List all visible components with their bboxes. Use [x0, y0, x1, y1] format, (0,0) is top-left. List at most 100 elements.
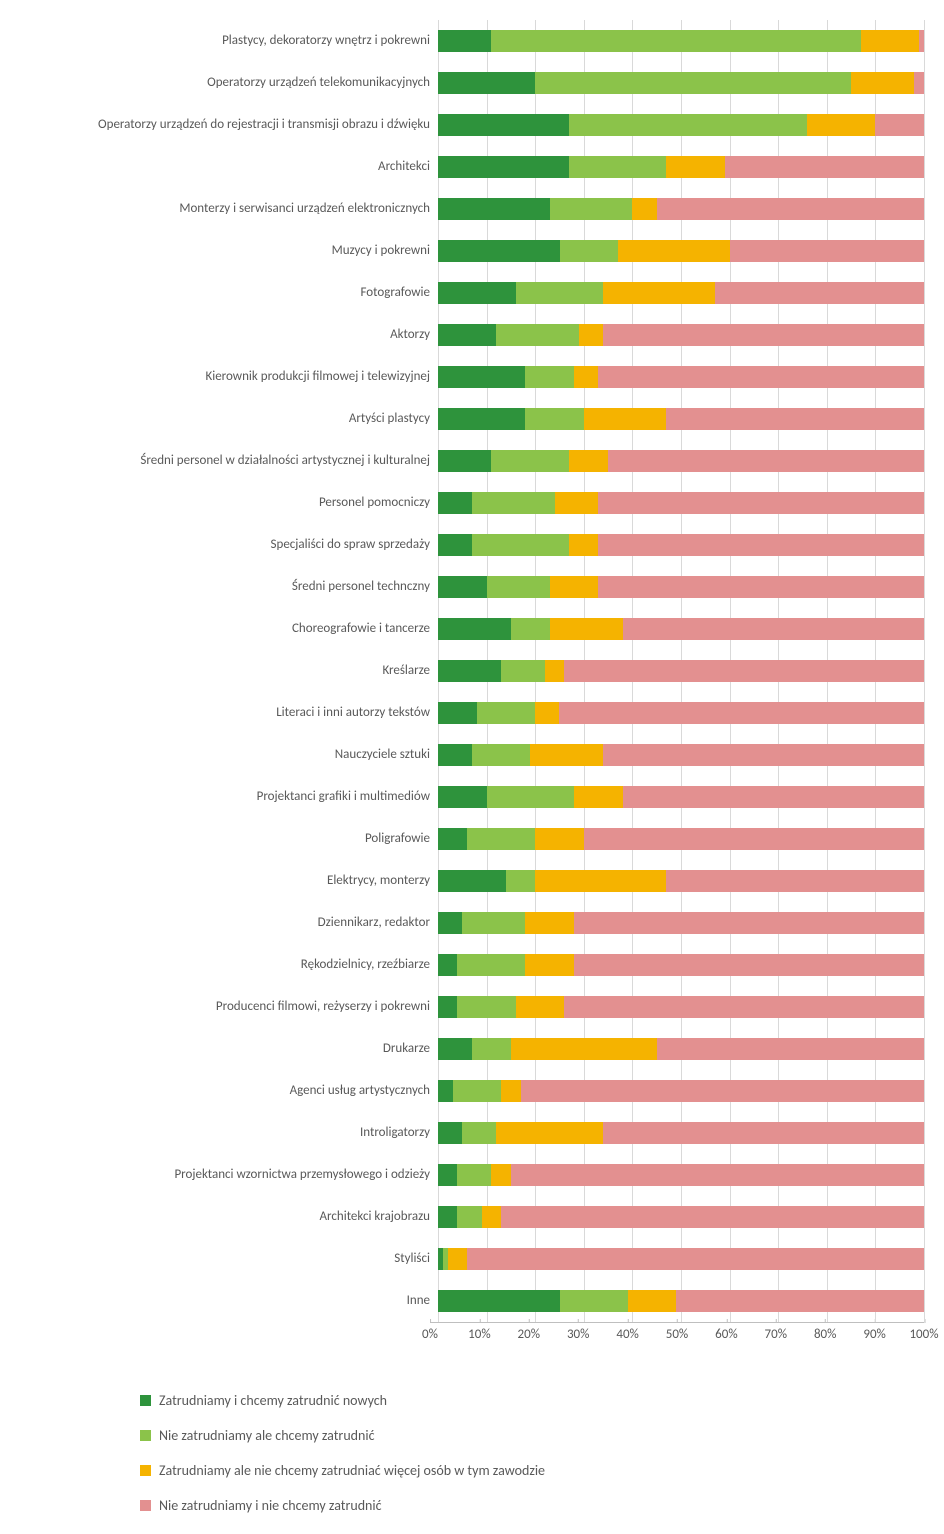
bar-segment-s4 — [521, 1080, 924, 1102]
bar-segment-s2 — [472, 744, 530, 766]
bar-segment-s2 — [560, 1290, 628, 1312]
bar-segment-s3 — [496, 1122, 603, 1144]
bar-segment-s4 — [603, 744, 924, 766]
bar-segment-s3 — [861, 30, 919, 52]
row-label: Fotografowie — [10, 286, 438, 301]
x-tick: 30% — [567, 1323, 589, 1342]
row-label: Styliści — [10, 1252, 438, 1267]
legend-item: Zatrudniamy ale nie chcemy zatrudniać wi… — [140, 1462, 924, 1479]
row-label: Elektrycy, monterzy — [10, 874, 438, 889]
chart-row: Literaci i inni autorzy tekstów — [10, 692, 924, 734]
tick-mark — [479, 1319, 480, 1323]
bar-segment-s3 — [666, 156, 724, 178]
bar-segment-s4 — [574, 912, 924, 934]
bar-wrap — [438, 650, 924, 692]
row-label: Producenci filmowi, reżyserzy i pokrewni — [10, 1000, 438, 1015]
chart-row: Projektanci grafiki i multimediów — [10, 776, 924, 818]
stacked-bar — [438, 1164, 924, 1186]
bar-segment-s2 — [491, 30, 860, 52]
chart-row: Introligatorzy — [10, 1112, 924, 1154]
bar-wrap — [438, 1112, 924, 1154]
bar-segment-s2 — [487, 786, 574, 808]
bar-segment-s1 — [438, 954, 457, 976]
row-label: Specjaliści do spraw sprzedaży — [10, 538, 438, 553]
bar-segment-s4 — [598, 492, 924, 514]
bar-wrap — [438, 902, 924, 944]
bar-segment-s2 — [462, 1122, 496, 1144]
bar-segment-s2 — [457, 954, 525, 976]
chart-row: Architekci krajobrazu — [10, 1196, 924, 1238]
bar-segment-s3 — [569, 450, 608, 472]
bar-segment-s1 — [438, 1038, 472, 1060]
bar-wrap — [438, 608, 924, 650]
bar-segment-s1 — [438, 324, 496, 346]
bar-wrap — [438, 20, 924, 62]
bar-segment-s1 — [438, 1080, 453, 1102]
legend-label: Zatrudniamy ale nie chcemy zatrudniać wi… — [159, 1462, 545, 1479]
bar-segment-s4 — [666, 870, 924, 892]
bar-segment-s4 — [725, 156, 924, 178]
x-tick: 90% — [863, 1323, 885, 1342]
bar-segment-s4 — [666, 408, 924, 430]
bar-segment-s4 — [501, 1206, 924, 1228]
bar-segment-s1 — [438, 744, 472, 766]
tick-label: 60% — [715, 1327, 737, 1342]
bar-segment-s4 — [608, 450, 924, 472]
tick-label: 30% — [567, 1327, 589, 1342]
stacked-bar — [438, 240, 924, 262]
bar-segment-s1 — [438, 156, 569, 178]
chart-row: Średni personel w działalności artystycz… — [10, 440, 924, 482]
bar-segment-s2 — [550, 198, 633, 220]
tick-mark — [875, 1319, 876, 1323]
bar-segment-s3 — [530, 744, 603, 766]
bar-segment-s1 — [438, 576, 487, 598]
stacked-bar — [438, 450, 924, 472]
bar-segment-s1 — [438, 450, 491, 472]
tick-mark — [430, 1319, 431, 1323]
chart-row: Inne — [10, 1280, 924, 1322]
x-tick: 40% — [616, 1323, 638, 1342]
bar-segment-s2 — [457, 1164, 491, 1186]
bar-segment-s1 — [438, 1290, 560, 1312]
bar-segment-s1 — [438, 492, 472, 514]
chart-row: Muzycy i pokrewni — [10, 230, 924, 272]
bar-wrap — [438, 818, 924, 860]
plot-container: Plastycy, dekoratorzy wnętrz i pokrewniO… — [10, 20, 924, 1322]
bar-segment-s4 — [919, 30, 924, 52]
row-label: Kreślarze — [10, 664, 438, 679]
legend-swatch — [140, 1430, 151, 1441]
bar-segment-s1 — [438, 72, 535, 94]
row-label: Introligatorzy — [10, 1126, 438, 1141]
tick-label: 40% — [616, 1327, 638, 1342]
tick-label: 90% — [863, 1327, 885, 1342]
bar-segment-s2 — [457, 1206, 481, 1228]
bar-segment-s3 — [569, 534, 598, 556]
bar-wrap — [438, 398, 924, 440]
stacked-bar — [438, 534, 924, 556]
bar-segment-s2 — [467, 828, 535, 850]
bar-segment-s2 — [535, 72, 851, 94]
gridline — [924, 20, 925, 1322]
bar-segment-s1 — [438, 282, 516, 304]
bar-wrap — [438, 272, 924, 314]
bar-segment-s2 — [472, 1038, 511, 1060]
bar-segment-s1 — [438, 828, 467, 850]
bar-segment-s4 — [598, 576, 924, 598]
bar-segment-s1 — [438, 240, 560, 262]
bar-wrap — [438, 1238, 924, 1280]
bar-segment-s2 — [496, 324, 579, 346]
bar-segment-s2 — [501, 660, 545, 682]
bar-segment-s4 — [564, 660, 924, 682]
bar-segment-s3 — [535, 702, 559, 724]
bar-segment-s4 — [603, 1122, 924, 1144]
bar-segment-s1 — [438, 408, 525, 430]
legend-item: Zatrudniamy i chcemy zatrudnić nowych — [140, 1392, 924, 1409]
stacked-bar — [438, 114, 924, 136]
tick-mark — [529, 1319, 530, 1323]
x-tick: 10% — [468, 1323, 490, 1342]
chart-rows: Plastycy, dekoratorzy wnętrz i pokrewniO… — [10, 20, 924, 1322]
tick-mark — [726, 1319, 727, 1323]
chart-row: Choreografowie i tancerze — [10, 608, 924, 650]
chart-row: Plastycy, dekoratorzy wnętrz i pokrewni — [10, 20, 924, 62]
bar-segment-s2 — [477, 702, 535, 724]
